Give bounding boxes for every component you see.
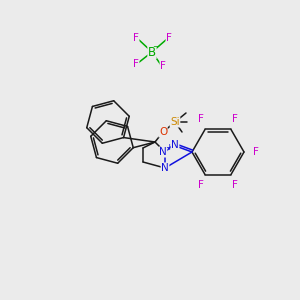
Text: F: F: [133, 59, 139, 69]
Text: F: F: [166, 33, 172, 43]
Text: +: +: [165, 142, 173, 152]
Text: B: B: [148, 46, 156, 59]
Text: F: F: [160, 61, 166, 71]
Text: F: F: [253, 147, 259, 157]
Text: N: N: [159, 147, 167, 157]
Text: O: O: [159, 127, 167, 137]
Text: Si: Si: [170, 117, 180, 127]
Text: F: F: [198, 115, 204, 124]
Text: F: F: [133, 33, 139, 43]
Text: N: N: [161, 163, 169, 173]
Text: N: N: [171, 140, 179, 150]
Text: F: F: [232, 115, 238, 124]
Text: −: −: [152, 43, 160, 52]
Text: F: F: [198, 179, 204, 190]
Text: F: F: [232, 179, 238, 190]
